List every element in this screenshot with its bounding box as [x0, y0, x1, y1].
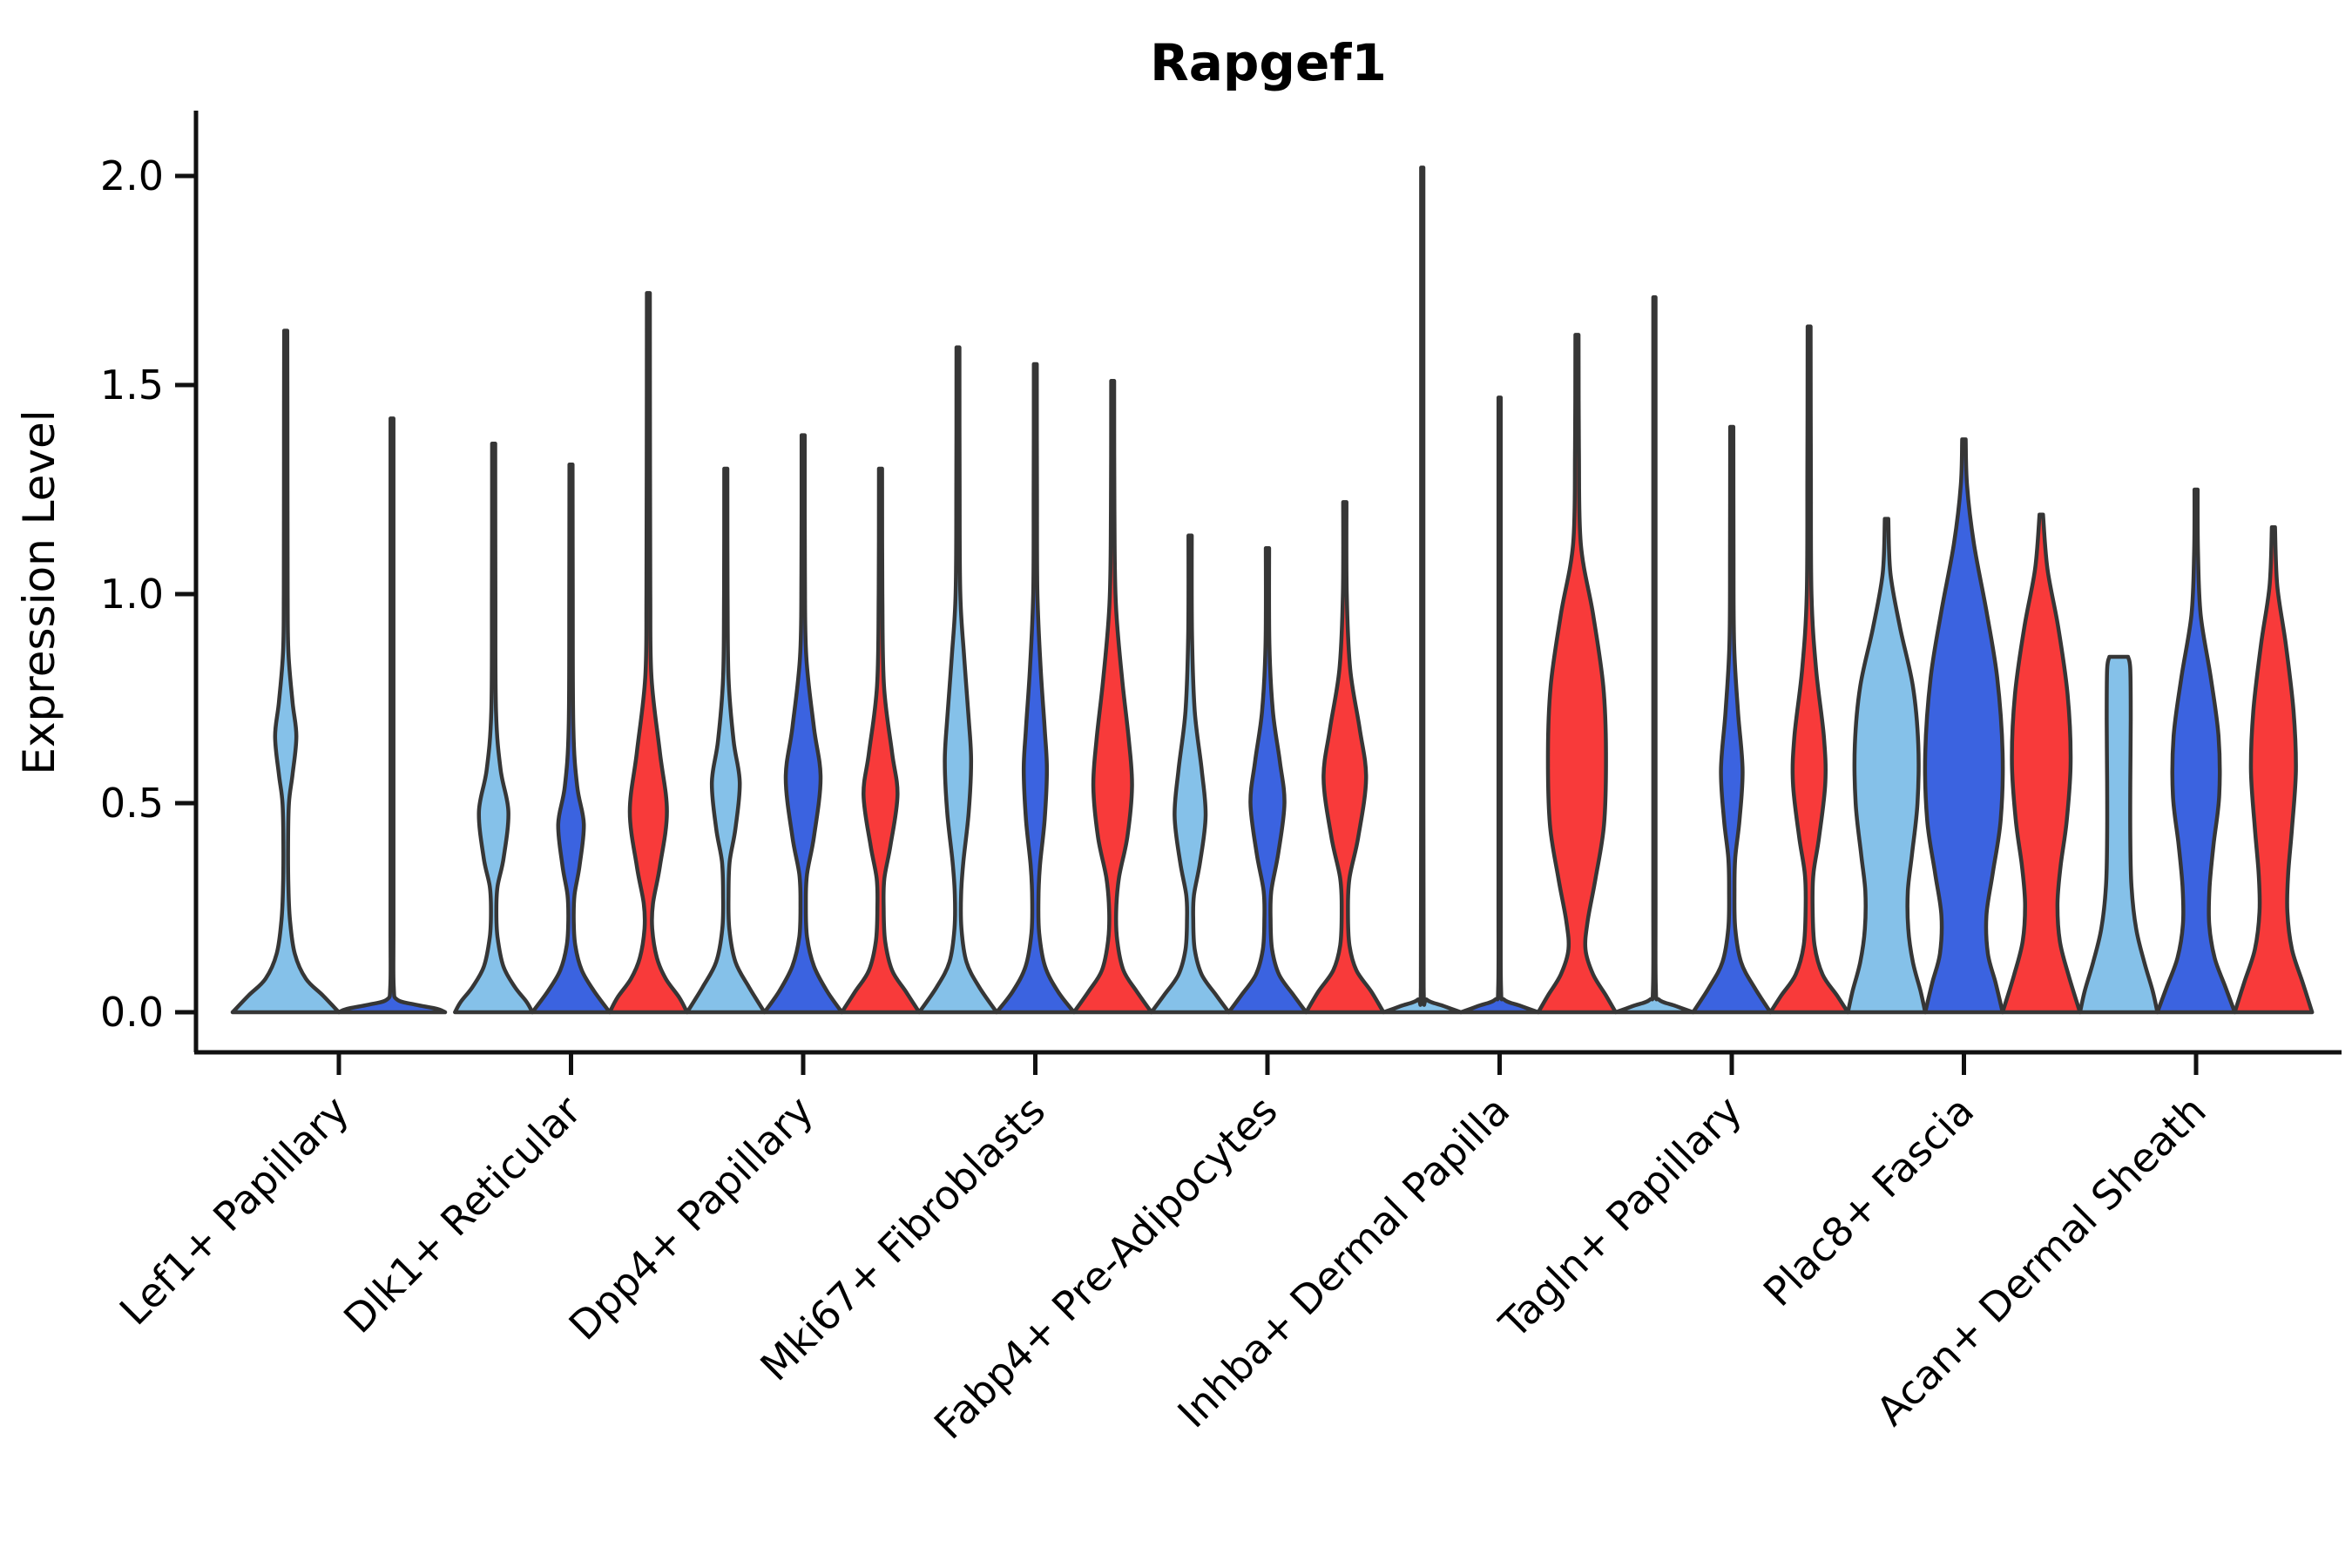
violin-plac8-fascia-dark_blue — [1923, 437, 2005, 1015]
x-tick-label: Plac8+ Fascia — [1754, 1087, 1983, 1315]
x-tick-label: Lef1+ Papillary — [111, 1087, 358, 1335]
chart-title: Rapgef1 — [1150, 33, 1387, 92]
y-tick-label: 0.0 — [100, 989, 164, 1036]
violin-dlk1-reticular-red — [607, 291, 689, 1015]
x-tick-label: Tagln+ Papillary — [1490, 1087, 1751, 1348]
violin-acan-dermal-sheath-light_blue — [2078, 654, 2159, 1015]
violin-mki67-fibroblasts-dark_blue — [994, 362, 1077, 1015]
violin-fabp4-pre-adipocytes-dark_blue — [1227, 545, 1308, 1015]
y-axis-label: Expression Level — [14, 409, 64, 774]
violin-tagln-papillary-dark_blue — [1691, 424, 1773, 1015]
violins-layer — [230, 166, 2315, 1015]
violin-inhba-dermal-papilla-light_blue — [1382, 166, 1463, 1015]
violin-dlk1-reticular-light_blue — [453, 441, 535, 1015]
violin-acan-dermal-sheath-red — [2233, 524, 2315, 1015]
y-tick-label: 0.5 — [100, 780, 164, 827]
y-tick-label: 2.0 — [100, 152, 164, 199]
violin-mki67-fibroblasts-light_blue — [917, 345, 999, 1015]
violin-dlk1-reticular-dark_blue — [530, 462, 612, 1015]
violin-tagln-papillary-red — [1768, 324, 1850, 1015]
violin-acan-dermal-sheath-dark_blue — [2155, 487, 2237, 1015]
x-tick-label: Dlk1+ Reticular — [335, 1087, 590, 1342]
y-tick-label: 1.0 — [100, 571, 164, 618]
y-tick-label: 1.5 — [100, 362, 164, 409]
violin-dpp4-papillary-light_blue — [685, 466, 767, 1015]
violin-lef1-papillary-dark_blue — [336, 416, 448, 1015]
x-tick-label: Dpp4+ Papillary — [560, 1087, 822, 1349]
violin-dpp4-papillary-dark_blue — [762, 433, 844, 1015]
violin-tagln-papillary-light_blue — [1613, 294, 1695, 1015]
violin-lef1-papillary-light_blue — [230, 328, 341, 1015]
violin-dpp4-papillary-red — [840, 466, 922, 1015]
violin-fabp4-pre-adipocytes-red — [1304, 500, 1386, 1015]
violin-mki67-fibroblasts-red — [1071, 378, 1153, 1015]
violin-inhba-dermal-papilla-dark_blue — [1458, 395, 1541, 1015]
violin-plac8-fascia-light_blue — [1846, 517, 1928, 1015]
violin-fabp4-pre-adipocytes-light_blue — [1149, 533, 1231, 1015]
violin-plac8-fascia-red — [2000, 512, 2082, 1015]
violin-inhba-dermal-papilla-red — [1536, 333, 1618, 1015]
